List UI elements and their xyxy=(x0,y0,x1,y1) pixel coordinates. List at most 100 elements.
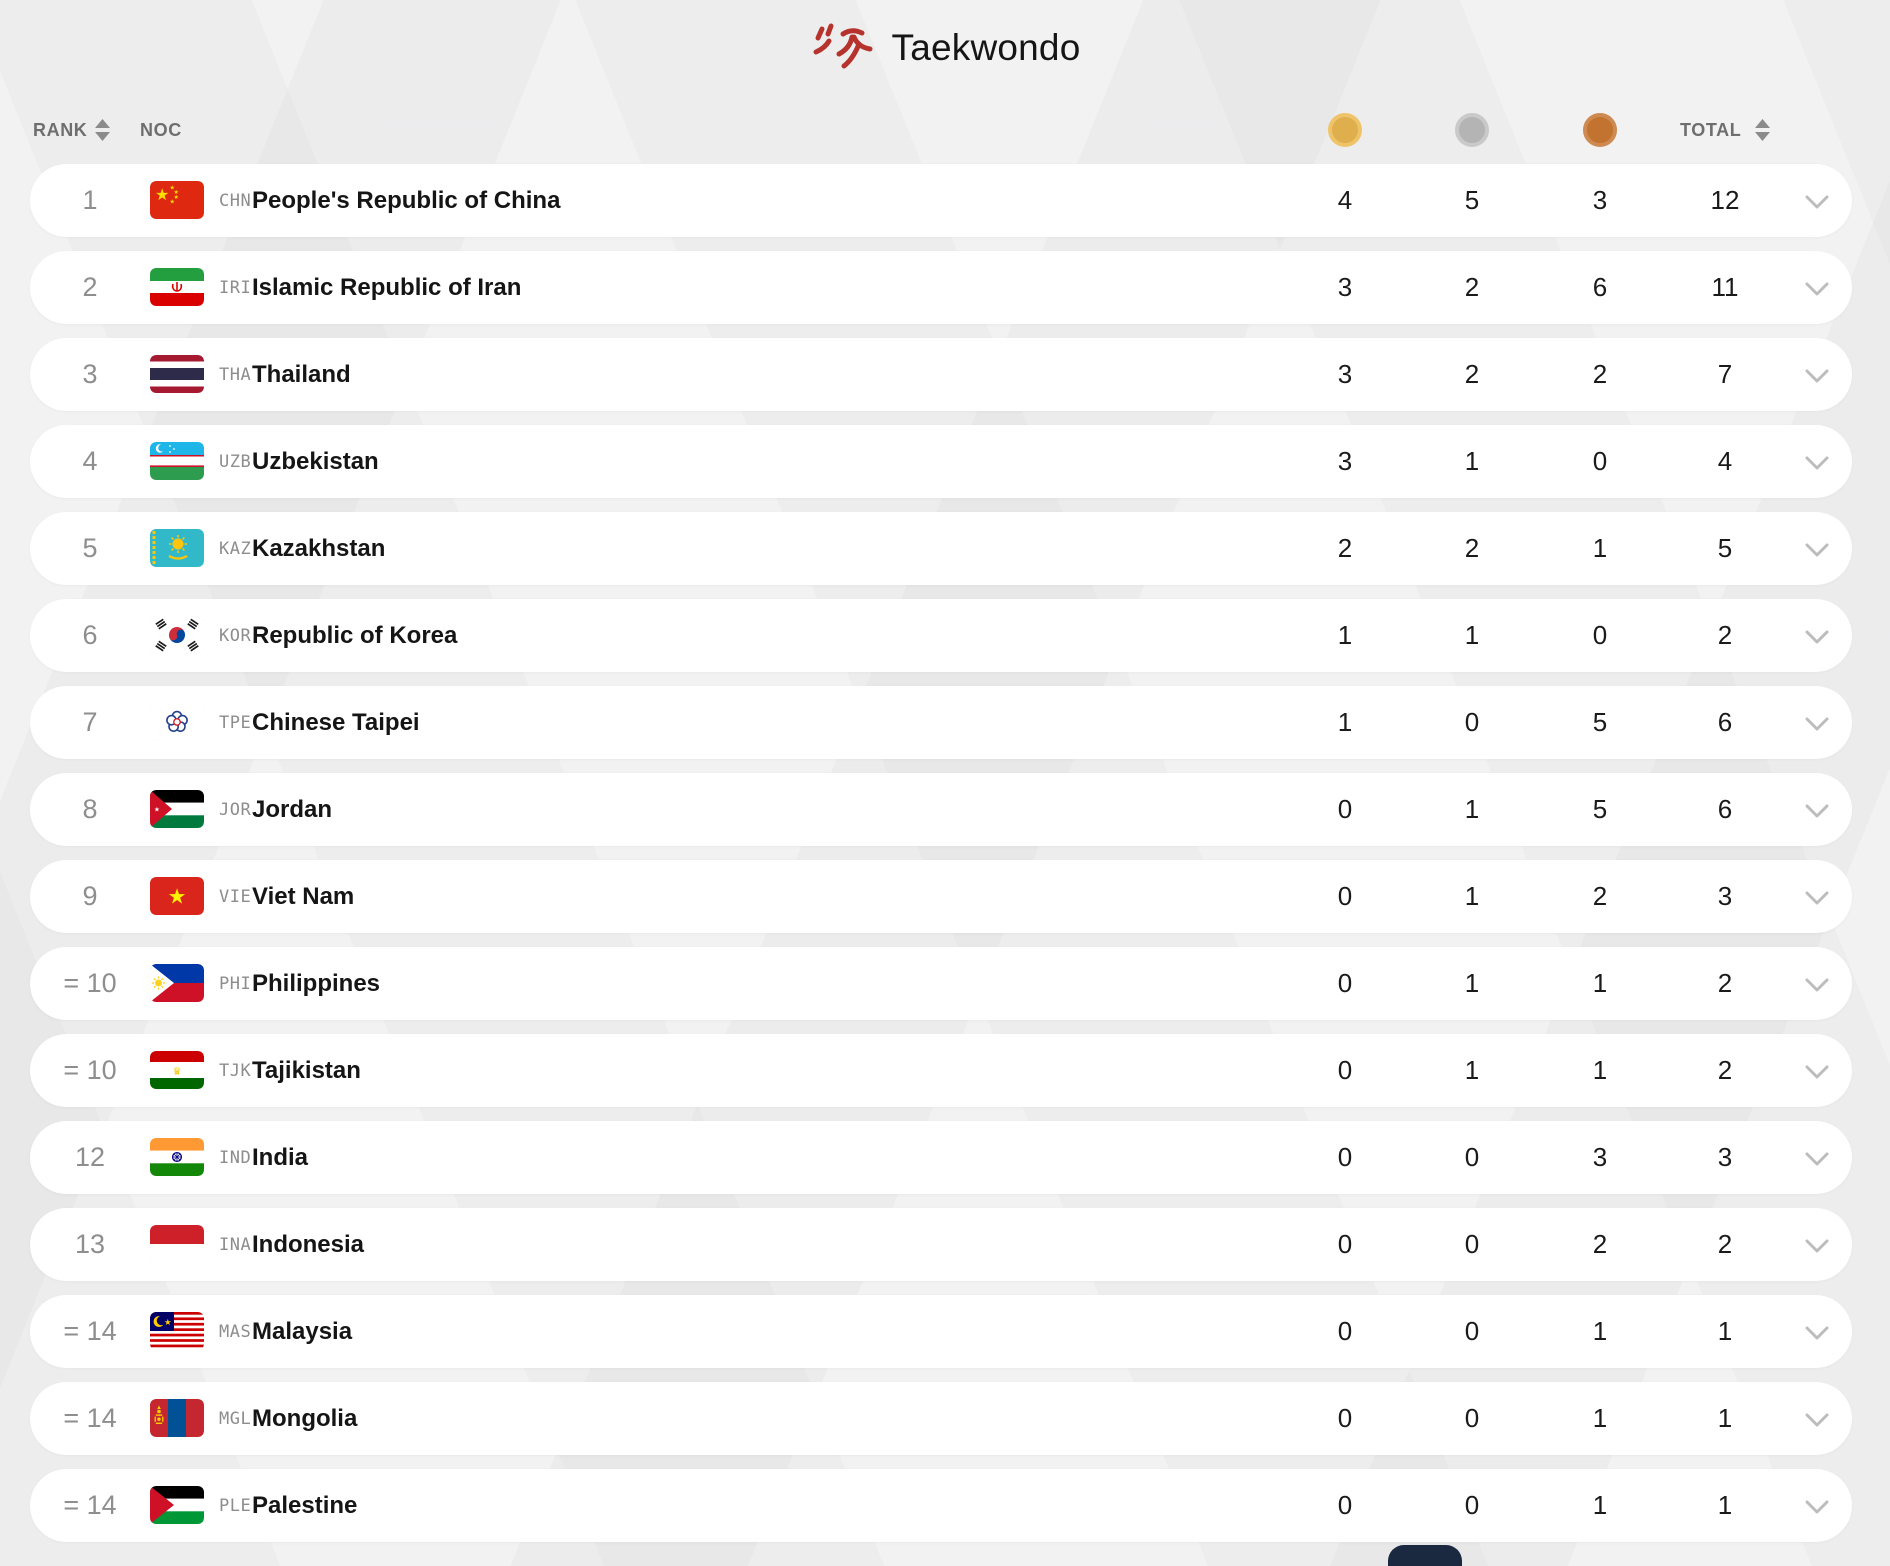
country-row[interactable]: = 10 PHI Philippines 0 1 1 2 xyxy=(30,947,1852,1020)
total-count: 4 xyxy=(1717,446,1733,476)
rank-value: = 14 xyxy=(63,1490,117,1520)
gold-count: 0 xyxy=(1337,1055,1353,1085)
gold-count: 0 xyxy=(1337,881,1353,911)
total-count: 2 xyxy=(1717,1055,1733,1085)
country-row[interactable]: 13 INA Indonesia 0 0 2 2 xyxy=(30,1208,1852,1281)
country-name: Republic of Korea xyxy=(252,622,458,649)
flag-tha xyxy=(150,355,204,393)
rank-value: 5 xyxy=(82,533,98,563)
silver-medal-icon[interactable] xyxy=(1455,113,1489,147)
total-count: 2 xyxy=(1717,1229,1733,1259)
country-row[interactable]: 2 IRI Islamic Republic of Iran 3 2 6 11 xyxy=(30,251,1852,324)
gold-count: 0 xyxy=(1337,968,1353,998)
svg-text:★: ★ xyxy=(155,185,169,204)
noc-code: VIE xyxy=(219,887,252,907)
chevron-down-icon[interactable] xyxy=(1805,282,1829,296)
country-row[interactable]: 5 KAZ Kazakhstan 2 2 1 5 xyxy=(30,512,1852,585)
bronze-count: 2 xyxy=(1592,1229,1608,1259)
svg-text:★: ★ xyxy=(174,189,179,196)
noc-code: TJK xyxy=(219,1061,252,1081)
rank-sort-icon[interactable] xyxy=(95,119,110,141)
silver-count: 1 xyxy=(1464,968,1480,998)
noc-header-label: NOC xyxy=(140,120,182,140)
chevron-down-icon[interactable] xyxy=(1805,1413,1829,1427)
country-row[interactable]: 4 UZB Uzbekistan 3 1 0 4 xyxy=(30,425,1852,498)
scroll-top-button[interactable] xyxy=(1388,1545,1462,1566)
silver-count: 1 xyxy=(1464,881,1480,911)
country-row[interactable]: = 14 ★ MAS Malaysia 0 0 1 1 xyxy=(30,1295,1852,1368)
rank-value: = 14 xyxy=(63,1316,117,1346)
flag-vie: ★ xyxy=(150,877,204,915)
country-row[interactable]: = 10 ♛ TJK Tajikistan 0 1 1 2 xyxy=(30,1034,1852,1107)
silver-count: 5 xyxy=(1464,185,1480,215)
chevron-down-icon[interactable] xyxy=(1805,804,1829,818)
country-name: Jordan xyxy=(252,796,333,823)
bronze-count: 0 xyxy=(1592,446,1608,476)
gold-count: 2 xyxy=(1337,533,1353,563)
country-row[interactable]: 9 ★ VIE Viet Nam 0 1 2 3 xyxy=(30,860,1852,933)
total-count: 6 xyxy=(1717,794,1733,824)
bronze-count: 2 xyxy=(1592,359,1608,389)
country-row[interactable]: 12 IND India 0 0 3 3 xyxy=(30,1121,1852,1194)
country-row[interactable]: 7 TPE Chinese Taipei 1 0 5 6 xyxy=(30,686,1852,759)
country-row[interactable]: 8 ★ JOR Jordan 0 1 5 6 xyxy=(30,773,1852,846)
silver-count: 1 xyxy=(1464,1055,1480,1085)
gold-count: 0 xyxy=(1337,794,1353,824)
total-sort-icon[interactable] xyxy=(1755,119,1770,141)
chevron-down-icon[interactable] xyxy=(1805,369,1829,383)
total-count: 11 xyxy=(1711,272,1739,302)
flag-kor xyxy=(150,616,204,654)
silver-count: 0 xyxy=(1464,1490,1480,1520)
chevron-down-icon[interactable] xyxy=(1805,630,1829,644)
flag-phi xyxy=(150,964,204,1002)
chevron-down-icon[interactable] xyxy=(1805,1239,1829,1253)
flag-ina xyxy=(150,1225,204,1263)
country-name: India xyxy=(252,1144,309,1171)
total-count: 1 xyxy=(1717,1403,1733,1433)
chevron-down-icon[interactable] xyxy=(1805,978,1829,992)
country-row[interactable]: 6 KOR Republic of Korea 1 1 0 2 xyxy=(30,599,1852,672)
table-header: RANK NOC TOTAL xyxy=(0,96,1890,164)
gold-count: 1 xyxy=(1337,620,1353,650)
chevron-down-icon[interactable] xyxy=(1805,1065,1829,1079)
country-row[interactable]: 1 ★ ★ ★ ★ ★ CHN People's Republic of China 4… xyxy=(30,164,1852,237)
flag-uzb xyxy=(150,442,204,480)
chevron-down-icon[interactable] xyxy=(1805,891,1829,905)
total-count: 7 xyxy=(1717,359,1733,389)
rank-value: 1 xyxy=(82,185,98,215)
flag-jor: ★ xyxy=(150,790,204,828)
country-row[interactable]: 3 THA Thailand 3 2 2 7 xyxy=(30,338,1852,411)
bronze-count: 1 xyxy=(1592,1055,1608,1085)
country-name: Viet Nam xyxy=(252,883,355,910)
total-count: 2 xyxy=(1717,968,1733,998)
rank-value: 6 xyxy=(82,620,98,650)
country-row[interactable]: = 14 PLE Palestine 0 0 1 1 xyxy=(30,1469,1852,1542)
flag-ple xyxy=(150,1486,204,1524)
country-row[interactable]: = 14 MGL Mongolia 0 0 1 1 xyxy=(30,1382,1852,1455)
country-name: Indonesia xyxy=(252,1231,365,1258)
chevron-down-icon[interactable] xyxy=(1805,1500,1829,1514)
silver-count: 2 xyxy=(1464,359,1480,389)
flag-mas: ★ xyxy=(150,1312,204,1350)
chevron-down-icon[interactable] xyxy=(1805,543,1829,557)
total-count: 6 xyxy=(1717,707,1733,737)
country-name: Islamic Republic of Iran xyxy=(252,274,522,301)
noc-code: PHI xyxy=(219,974,252,994)
noc-code: THA xyxy=(219,365,252,385)
flag-iri xyxy=(150,268,204,306)
chevron-down-icon[interactable] xyxy=(1805,717,1829,731)
bronze-medal-icon[interactable] xyxy=(1583,113,1617,147)
rank-value: 2 xyxy=(82,272,98,302)
flag-ind xyxy=(150,1138,204,1176)
flag-tpe xyxy=(150,703,204,741)
rank-value: = 14 xyxy=(63,1403,117,1433)
chevron-down-icon[interactable] xyxy=(1805,195,1829,209)
flag-kaz xyxy=(150,529,204,567)
chevron-down-icon[interactable] xyxy=(1805,456,1829,470)
gold-medal-icon[interactable] xyxy=(1328,113,1362,147)
gold-count: 0 xyxy=(1337,1229,1353,1259)
chevron-down-icon[interactable] xyxy=(1805,1326,1829,1340)
silver-count: 1 xyxy=(1464,446,1480,476)
chevron-down-icon[interactable] xyxy=(1805,1152,1829,1166)
